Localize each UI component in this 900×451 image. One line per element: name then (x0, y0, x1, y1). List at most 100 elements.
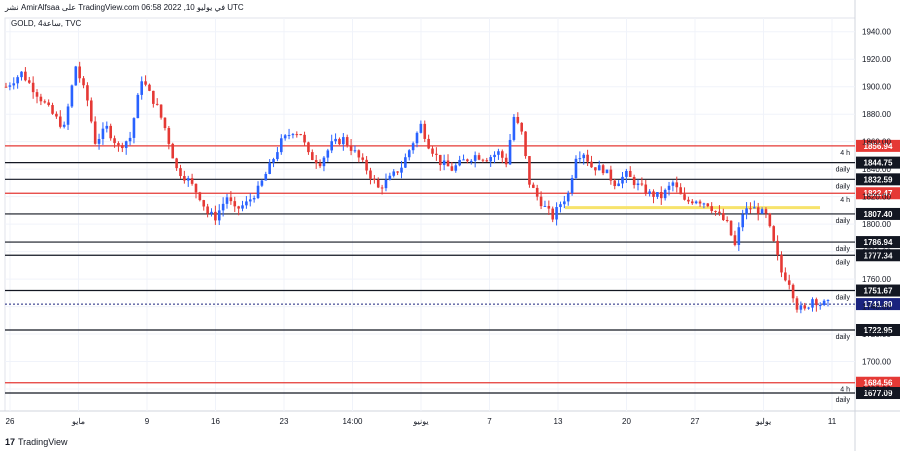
candle-body (702, 203, 706, 205)
candle-body (675, 182, 679, 188)
candle-body (121, 145, 124, 149)
time-tick-label: يونيو (412, 417, 428, 426)
level-note-label: daily (836, 259, 851, 266)
candle-body (756, 207, 760, 214)
candle-body (427, 138, 430, 149)
candle-body (706, 203, 710, 207)
candle-body (753, 207, 756, 209)
candle-body (504, 157, 508, 165)
candle-body (481, 159, 485, 161)
time-tick-label: 26 (6, 417, 15, 426)
candle-body (384, 179, 388, 189)
candle-body (787, 280, 791, 285)
level-price-tag (856, 249, 900, 262)
candle-body (694, 201, 698, 204)
candle-body (334, 138, 337, 142)
candle-body (776, 240, 779, 255)
candle-body (539, 196, 543, 207)
candle-body (741, 214, 744, 228)
candle-body (772, 226, 776, 241)
candle-body (322, 157, 326, 167)
candle-body (671, 182, 675, 186)
candle-body (605, 169, 609, 174)
level-price-tag (856, 284, 900, 297)
candle-body (353, 150, 357, 152)
level-price-tag (856, 173, 900, 186)
candle-body (663, 189, 667, 199)
candle-body (279, 138, 283, 153)
time-tick-label: 7 (487, 417, 492, 426)
candle-body (594, 167, 597, 171)
candle-body (217, 210, 221, 221)
candle-body (795, 298, 799, 310)
level-price-label: 1677.09 (864, 389, 893, 398)
level-note-label: daily (836, 334, 851, 341)
candle-body (446, 160, 450, 167)
candle-body (551, 208, 555, 220)
candle-body (179, 168, 182, 177)
candle-body (431, 148, 434, 154)
candle-body (396, 171, 399, 173)
candle-body (62, 124, 66, 127)
candle-body (229, 197, 233, 202)
candle-body (803, 305, 807, 309)
level-price-tag (856, 236, 900, 249)
candle-body (380, 187, 384, 189)
candle-body (314, 159, 318, 164)
candle-body (469, 160, 473, 162)
candle-body (109, 125, 112, 139)
candle-body (287, 135, 291, 137)
time-tick-label: 11 (828, 417, 837, 426)
candle-body (415, 132, 419, 144)
current-price-label: 1741.80 (864, 300, 893, 309)
level-price-tag (856, 207, 900, 220)
tradingview-logo-icon: 17 (5, 437, 16, 447)
candle-body (175, 158, 178, 169)
price-tick-label: 1820.00 (862, 193, 891, 202)
candle-body (159, 104, 163, 118)
level-lines: 1856.94 4 h 1844.75 daily 1832.59 daily 1822.4… (5, 139, 900, 404)
candle-body (260, 180, 264, 186)
candle-body (8, 85, 12, 87)
candle-body (512, 116, 516, 140)
candle-body (66, 106, 70, 125)
candle-body (55, 113, 58, 117)
price-tick-label: 1880.00 (862, 110, 891, 119)
candle-body (613, 180, 617, 187)
time-axis: 26 مايو 9 16 23 14:00 يونيو 7 13 20 27 يوليو 11 (6, 417, 837, 426)
candle-body (24, 71, 27, 81)
tradingview-brand[interactable]: 17 TradingView (5, 437, 68, 447)
candle-body (768, 213, 772, 227)
candle-body (43, 101, 47, 103)
candle-body (241, 205, 244, 209)
candle-body (299, 134, 302, 136)
candle-body (342, 137, 345, 145)
level-price-label: 1722.95 (864, 326, 893, 335)
time-tick-label: يوليو (755, 417, 771, 426)
candle-body (74, 66, 78, 86)
candle-body (206, 206, 209, 214)
level-note-label: 4 h (840, 387, 850, 394)
candle-body (407, 150, 411, 158)
level-price-label: 1856.94 (864, 142, 893, 151)
level-price-label: 1822.47 (864, 189, 893, 198)
symbol-label[interactable]: GOLD, 4ساعة, TVC (11, 19, 82, 28)
candle-body (369, 170, 372, 179)
candle-body (237, 206, 240, 209)
candle-body (144, 81, 147, 85)
current-price-tag (856, 298, 900, 311)
candle-body (272, 159, 275, 163)
candle-body (307, 142, 310, 153)
candle-body (625, 170, 628, 177)
candle-body (815, 299, 818, 306)
candle-body (90, 100, 93, 122)
candle-body (493, 154, 496, 158)
level-price-label: 1751.67 (864, 287, 893, 296)
candle-body (590, 161, 593, 168)
candle-body (20, 71, 23, 78)
candle-body (70, 85, 74, 107)
candle-body (578, 158, 582, 160)
candle-body (411, 143, 415, 151)
candle-body (462, 159, 465, 161)
